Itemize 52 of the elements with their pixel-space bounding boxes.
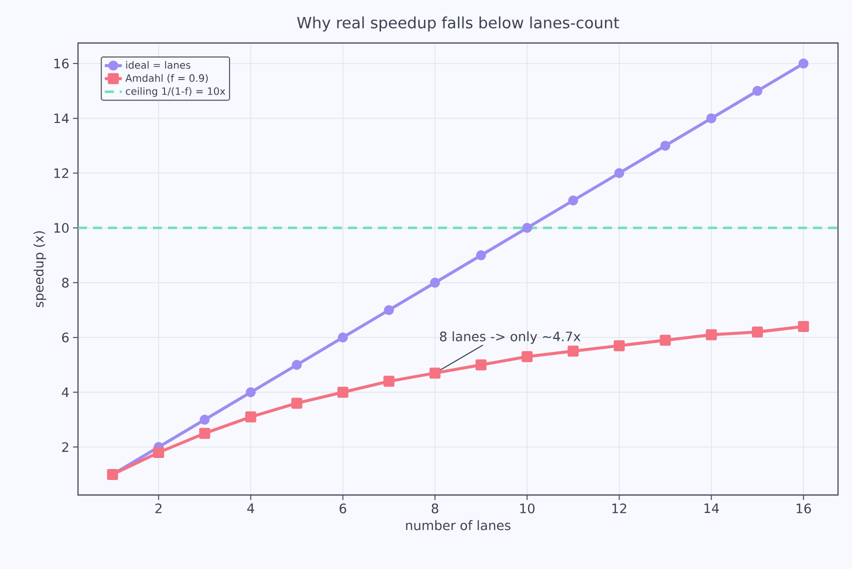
point (199, 428, 210, 439)
point (200, 414, 210, 425)
point (706, 113, 716, 124)
point (476, 250, 486, 260)
point (246, 387, 256, 398)
point (798, 321, 809, 332)
y-tick-label: 16 (54, 58, 69, 68)
point (522, 222, 532, 233)
point (245, 411, 256, 422)
x-tick-label: 6 (340, 503, 346, 514)
point (292, 360, 302, 370)
x-tick-label: 10 (520, 503, 535, 514)
point (383, 376, 394, 387)
y-tick-label: 2 (62, 442, 68, 452)
point (337, 386, 348, 398)
point (338, 332, 348, 342)
y-tick-label: 6 (62, 332, 69, 342)
chart-title: Why real speedup falls below lanes-count (297, 16, 620, 32)
point (522, 351, 533, 362)
point (752, 86, 762, 96)
annotation: 8 lanes -> only ~4.7x (440, 331, 580, 344)
point (384, 305, 394, 316)
x-axis-title: number of lanes (406, 520, 510, 530)
x-tick-label: 16 (796, 503, 811, 514)
y-tick-label: 14 (54, 114, 69, 124)
legend-label: ceiling 1/(1-f) = 10x (126, 87, 226, 97)
point (660, 334, 671, 346)
x-tick-label: 14 (704, 504, 719, 513)
x-tick-label: 12 (612, 503, 626, 514)
y-tick-label: 4 (62, 388, 69, 397)
point (798, 58, 808, 69)
x-tick-label: 4 (247, 504, 254, 513)
point (568, 196, 578, 206)
point (614, 168, 624, 178)
point (476, 359, 487, 370)
x-tick-label: 8 (432, 503, 438, 514)
y-tick-label: 12 (54, 168, 68, 178)
x-tick-label: 2 (155, 503, 162, 514)
y-tick-label: 8 (62, 278, 69, 288)
point (752, 326, 763, 338)
point (153, 447, 164, 458)
point (660, 140, 670, 151)
y-tick-label: 10 (54, 222, 69, 233)
point (706, 329, 717, 340)
point (568, 346, 579, 357)
point (291, 398, 302, 409)
y-axis-title: speedup (x) (34, 231, 46, 308)
legend-label: Amdahl (f = 0.9) (125, 74, 208, 84)
point (429, 368, 440, 379)
point (614, 340, 625, 352)
point (430, 278, 440, 288)
legend-label: ideal = lanes (126, 61, 190, 69)
